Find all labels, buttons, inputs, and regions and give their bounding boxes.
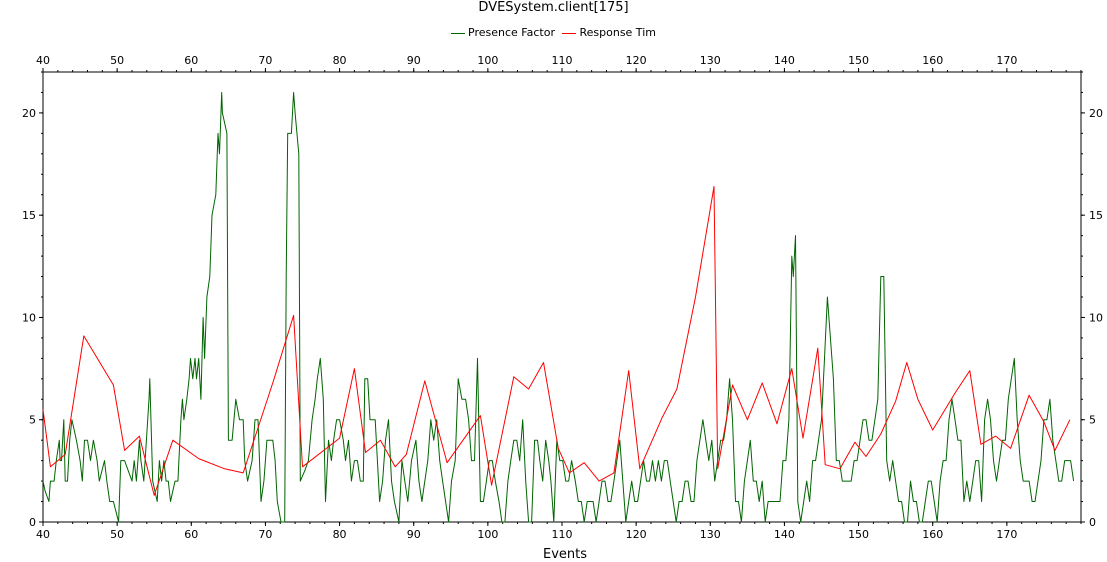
tick-labels: 4040505060607070808090901001001101101201… <box>22 54 1103 541</box>
x-tick-label-top: 50 <box>110 54 124 67</box>
y-tick-label-left: 15 <box>22 209 36 222</box>
x-tick-label-bottom: 40 <box>36 528 50 541</box>
x-tick-label-bottom: 60 <box>184 528 198 541</box>
x-tick-label-bottom: 100 <box>477 528 498 541</box>
x-tick-label-bottom: 50 <box>110 528 124 541</box>
y-tick-label-right: 0 <box>1089 516 1096 529</box>
y-tick-label-left: 10 <box>22 311 36 324</box>
x-tick-label-top: 90 <box>407 54 421 67</box>
axes <box>39 68 1085 526</box>
y-tick-label-left: 5 <box>29 414 36 427</box>
x-tick-label-top: 140 <box>774 54 795 67</box>
x-tick-label-bottom: 170 <box>996 528 1017 541</box>
series-line-response-tim <box>42 186 1071 496</box>
x-tick-label-bottom: 80 <box>333 528 347 541</box>
legend-entry-response-time: Response Tim <box>562 26 656 40</box>
x-tick-label-top: 170 <box>996 54 1017 67</box>
x-tick-label-top: 120 <box>626 54 647 67</box>
x-tick-label-bottom: 130 <box>700 528 721 541</box>
x-tick-label-top: 70 <box>258 54 272 67</box>
x-tick-label-bottom: 70 <box>258 528 272 541</box>
legend-swatch-presence-factor <box>451 32 466 34</box>
legend: Presence Factor Response Tim <box>0 26 1107 40</box>
chart-title: DVESystem.client[175] <box>478 0 629 15</box>
y-tick-label-right: 10 <box>1089 311 1103 324</box>
x-tick-label-top: 160 <box>922 54 943 67</box>
series-line-presence-factor <box>42 92 1075 523</box>
legend-label-presence-factor: Presence Factor <box>468 26 555 39</box>
x-tick-label-bottom: 110 <box>552 528 573 541</box>
y-tick-label-left: 20 <box>22 107 36 120</box>
x-tick-label-bottom: 160 <box>922 528 943 541</box>
y-tick-label-right: 20 <box>1089 107 1103 120</box>
x-tick-label-top: 100 <box>477 54 498 67</box>
y-tick-label-left: 0 <box>29 516 36 529</box>
x-tick-label-bottom: 90 <box>407 528 421 541</box>
plot-frame <box>42 71 1082 523</box>
x-tick-label-bottom: 150 <box>848 528 869 541</box>
legend-label-response-time: Response Tim <box>579 26 656 39</box>
y-tick-label-right: 5 <box>1089 414 1096 427</box>
x-tick-label-top: 130 <box>700 54 721 67</box>
series-lines <box>42 92 1075 523</box>
x-tick-label-top: 40 <box>36 54 50 67</box>
x-tick-label-bottom: 120 <box>626 528 647 541</box>
legend-entry-presence-factor: Presence Factor <box>451 26 555 40</box>
x-tick-label-bottom: 140 <box>774 528 795 541</box>
legend-swatch-response-time <box>562 32 577 34</box>
y-tick-label-right: 15 <box>1089 209 1103 222</box>
x-tick-label-top: 60 <box>184 54 198 67</box>
x-tick-label-top: 150 <box>848 54 869 67</box>
x-tick-label-top: 80 <box>333 54 347 67</box>
x-tick-label-top: 110 <box>552 54 573 67</box>
x-axis-title: Events <box>543 547 587 562</box>
